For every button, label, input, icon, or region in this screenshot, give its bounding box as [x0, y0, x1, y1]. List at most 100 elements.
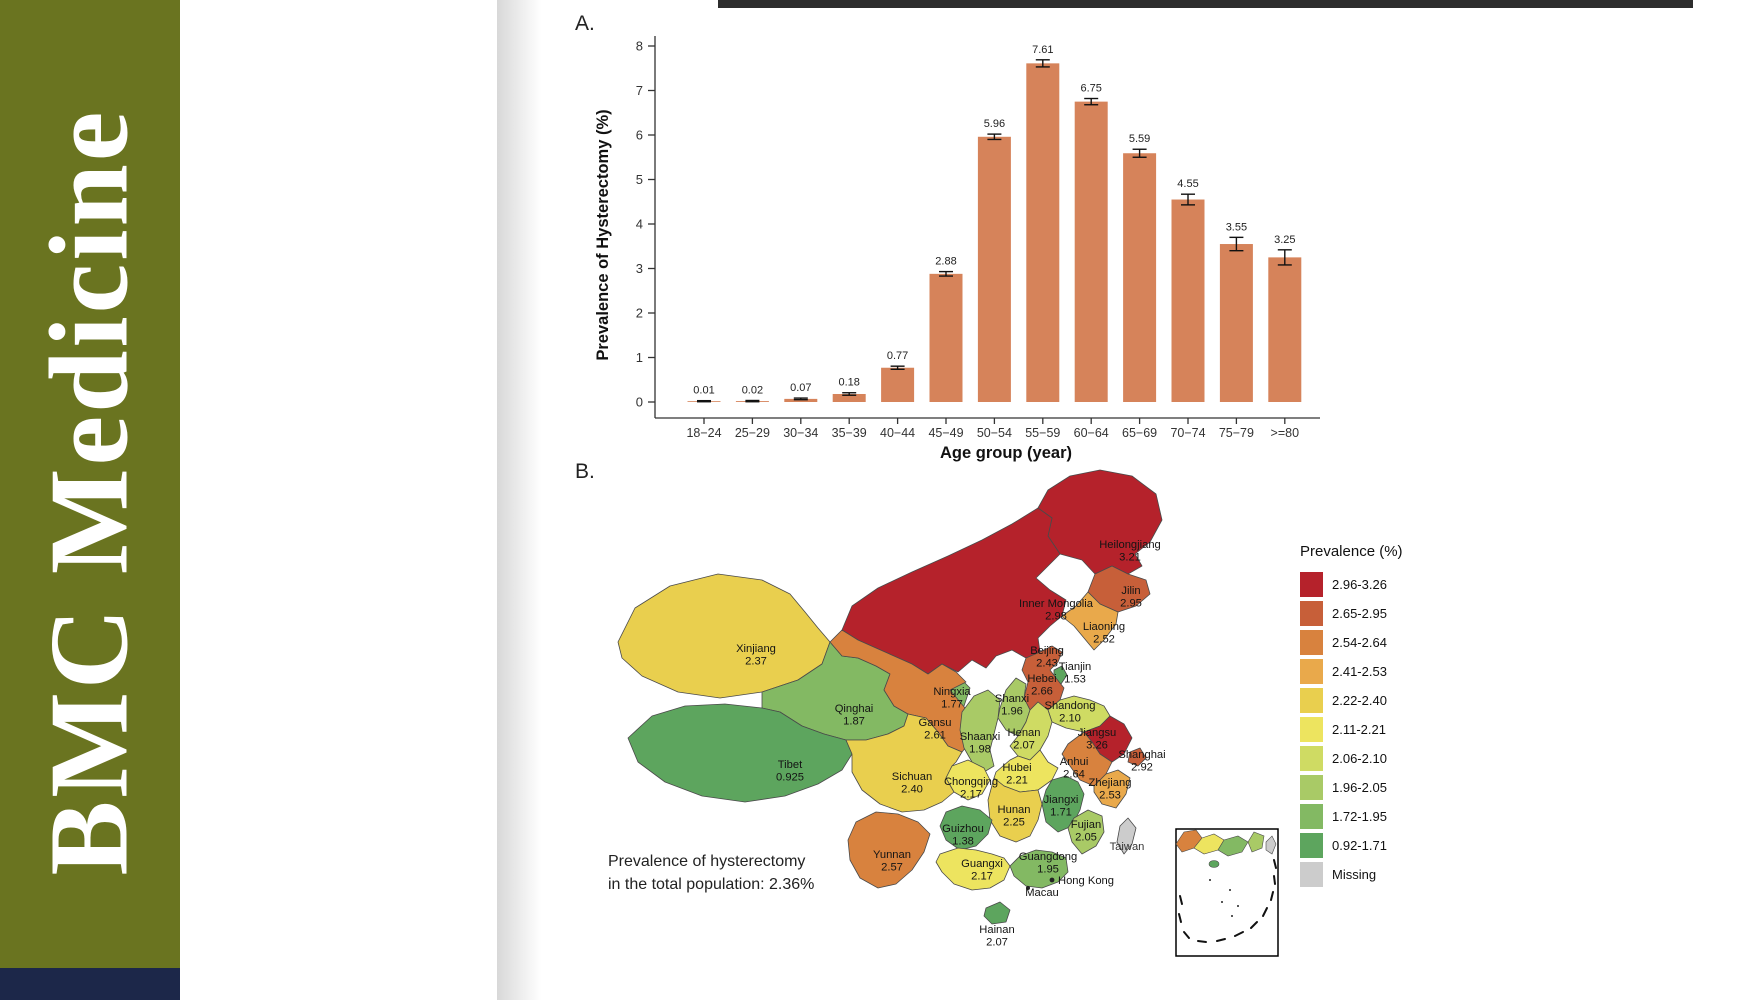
y-tick-label: 1	[636, 350, 643, 365]
province-shape-guangxi	[935, 847, 1011, 891]
province-label: Shanghai	[1118, 749, 1165, 761]
legend-item: 2.54-2.64	[1300, 628, 1450, 657]
legend-label: 2.22-2.40	[1332, 693, 1387, 708]
province-label: Zhejiang	[1089, 777, 1132, 789]
province-label: Shaanxi	[960, 731, 1000, 743]
province-label: Inner Mongolia	[1019, 598, 1094, 610]
hong-kong-marker-dot	[1049, 877, 1055, 883]
y-tick-label: 6	[636, 128, 643, 143]
inset-coast-shape	[1247, 831, 1265, 853]
x-tick-label: 60−64	[1074, 426, 1109, 440]
figure-page-edge-shadow	[497, 0, 541, 1000]
inset-dash-line	[1270, 891, 1274, 901]
territory-label-macau: Macau	[1025, 887, 1059, 899]
x-tick-label: 55−59	[1025, 426, 1060, 440]
province-label: Shandong	[1044, 700, 1095, 712]
x-tick-label: >=80	[1271, 426, 1300, 440]
province-value: 2.17	[960, 789, 982, 801]
inset-dash-line	[1250, 921, 1258, 929]
province-shape-chongqing	[945, 759, 991, 801]
macau-marker-dot	[1026, 886, 1030, 890]
territory-label-hong-kong: Hong Kong	[1058, 875, 1114, 887]
inset-dash-line	[1216, 938, 1226, 942]
province-value: 2.17	[971, 871, 993, 883]
bar	[929, 273, 963, 402]
x-tick-label: 70−74	[1170, 426, 1205, 440]
province-label: Sichuan	[892, 771, 932, 783]
province-value: 2.64	[1063, 769, 1085, 781]
inset-dash-line	[1262, 907, 1268, 917]
province-label: Guangxi	[961, 858, 1003, 870]
province-label: Anhui	[1060, 756, 1089, 768]
bar-value-label: 5.96	[984, 118, 1005, 130]
province-label: Gansu	[919, 717, 952, 729]
province-label: Hunan	[998, 804, 1031, 816]
province-label: Qinghai	[835, 703, 874, 715]
province-shape-yunnan	[847, 811, 931, 889]
y-tick-label: 2	[636, 306, 643, 321]
map-legend: Prevalence (%) 2.96-3.26 2.65-2.95 2.54-2.…	[1300, 543, 1450, 889]
journal-title: BMC Medicine	[27, 108, 152, 876]
bar	[1123, 153, 1157, 402]
province-value: 2.61	[924, 730, 946, 742]
territory-shape-taiwan	[1116, 817, 1137, 855]
inset-coast-shape	[1265, 835, 1277, 855]
province-value: 3.26	[1086, 740, 1108, 752]
legend-label: Missing	[1332, 867, 1377, 882]
legend-label: 2.65-2.95	[1332, 606, 1387, 621]
panel-b-label: B.	[575, 460, 595, 483]
top-crop-strip	[718, 0, 1693, 8]
bar	[1026, 63, 1060, 402]
map-caption-line1: Prevalence of hysterectomy	[608, 853, 805, 870]
bar-value-label: 0.07	[790, 382, 811, 394]
bar	[881, 367, 915, 402]
legend-swatch	[1300, 804, 1323, 829]
inset-island-dot	[1229, 889, 1231, 891]
x-tick-label: 45−49	[928, 426, 963, 440]
legend-item: 2.11-2.21	[1300, 715, 1450, 744]
bar-value-label: 3.55	[1226, 221, 1247, 233]
y-tick-label: 3	[636, 261, 643, 276]
province-value: 2.10	[1059, 713, 1081, 725]
x-tick-label: 50−54	[977, 426, 1012, 440]
legend-item: Missing	[1300, 860, 1450, 889]
province-label: Tianjin	[1059, 661, 1092, 673]
y-tick-label: 0	[636, 395, 643, 410]
province-label: Xinjiang	[736, 643, 776, 655]
legend-item: 1.72-1.95	[1300, 802, 1450, 831]
journal-brand-band: BMC Medicine	[0, 0, 180, 1000]
province-label: Hubei	[1002, 762, 1031, 774]
inset-dash-line	[1178, 913, 1182, 923]
province-value: 2.43	[1036, 658, 1058, 670]
province-shape-shaanxi	[959, 689, 1001, 773]
province-label: Heilongjiang	[1099, 539, 1161, 551]
legend-label: 2.06-2.10	[1332, 751, 1387, 766]
bar	[1219, 244, 1253, 402]
bar	[784, 398, 818, 402]
province-value: 1.77	[941, 699, 963, 711]
province-value: 3.21	[1119, 552, 1141, 564]
province-value: 1.53	[1064, 674, 1086, 686]
bar-value-label: 3.25	[1274, 234, 1295, 246]
province-value: 2.53	[1099, 790, 1121, 802]
x-tick-label: 30−34	[783, 426, 818, 440]
province-value: 2.07	[986, 937, 1008, 949]
province-value: 2.66	[1031, 686, 1053, 698]
province-label: Jilin	[1121, 585, 1140, 597]
province-label: Guangdong	[1019, 851, 1077, 863]
bar-value-label: 6.75	[1080, 83, 1101, 95]
province-label: Beijing	[1030, 645, 1064, 657]
inset-dash-line	[1183, 931, 1190, 939]
inset-island-dot	[1237, 905, 1239, 907]
province-value: 2.98	[1045, 611, 1067, 623]
province-value: 1.95	[1037, 864, 1059, 876]
y-axis-title: Prevalence of Hysterectomy (%)	[594, 109, 612, 360]
inset-dash-line	[1179, 895, 1183, 905]
inset-dash-line	[1273, 859, 1277, 869]
province-shape-sichuan	[845, 713, 963, 813]
province-label: Hebei	[1027, 673, 1056, 685]
x-tick-label: 18−24	[686, 426, 721, 440]
legend-item: 2.06-2.10	[1300, 744, 1450, 773]
province-value: 1.87	[843, 716, 865, 728]
legend-label: 2.41-2.53	[1332, 664, 1387, 679]
